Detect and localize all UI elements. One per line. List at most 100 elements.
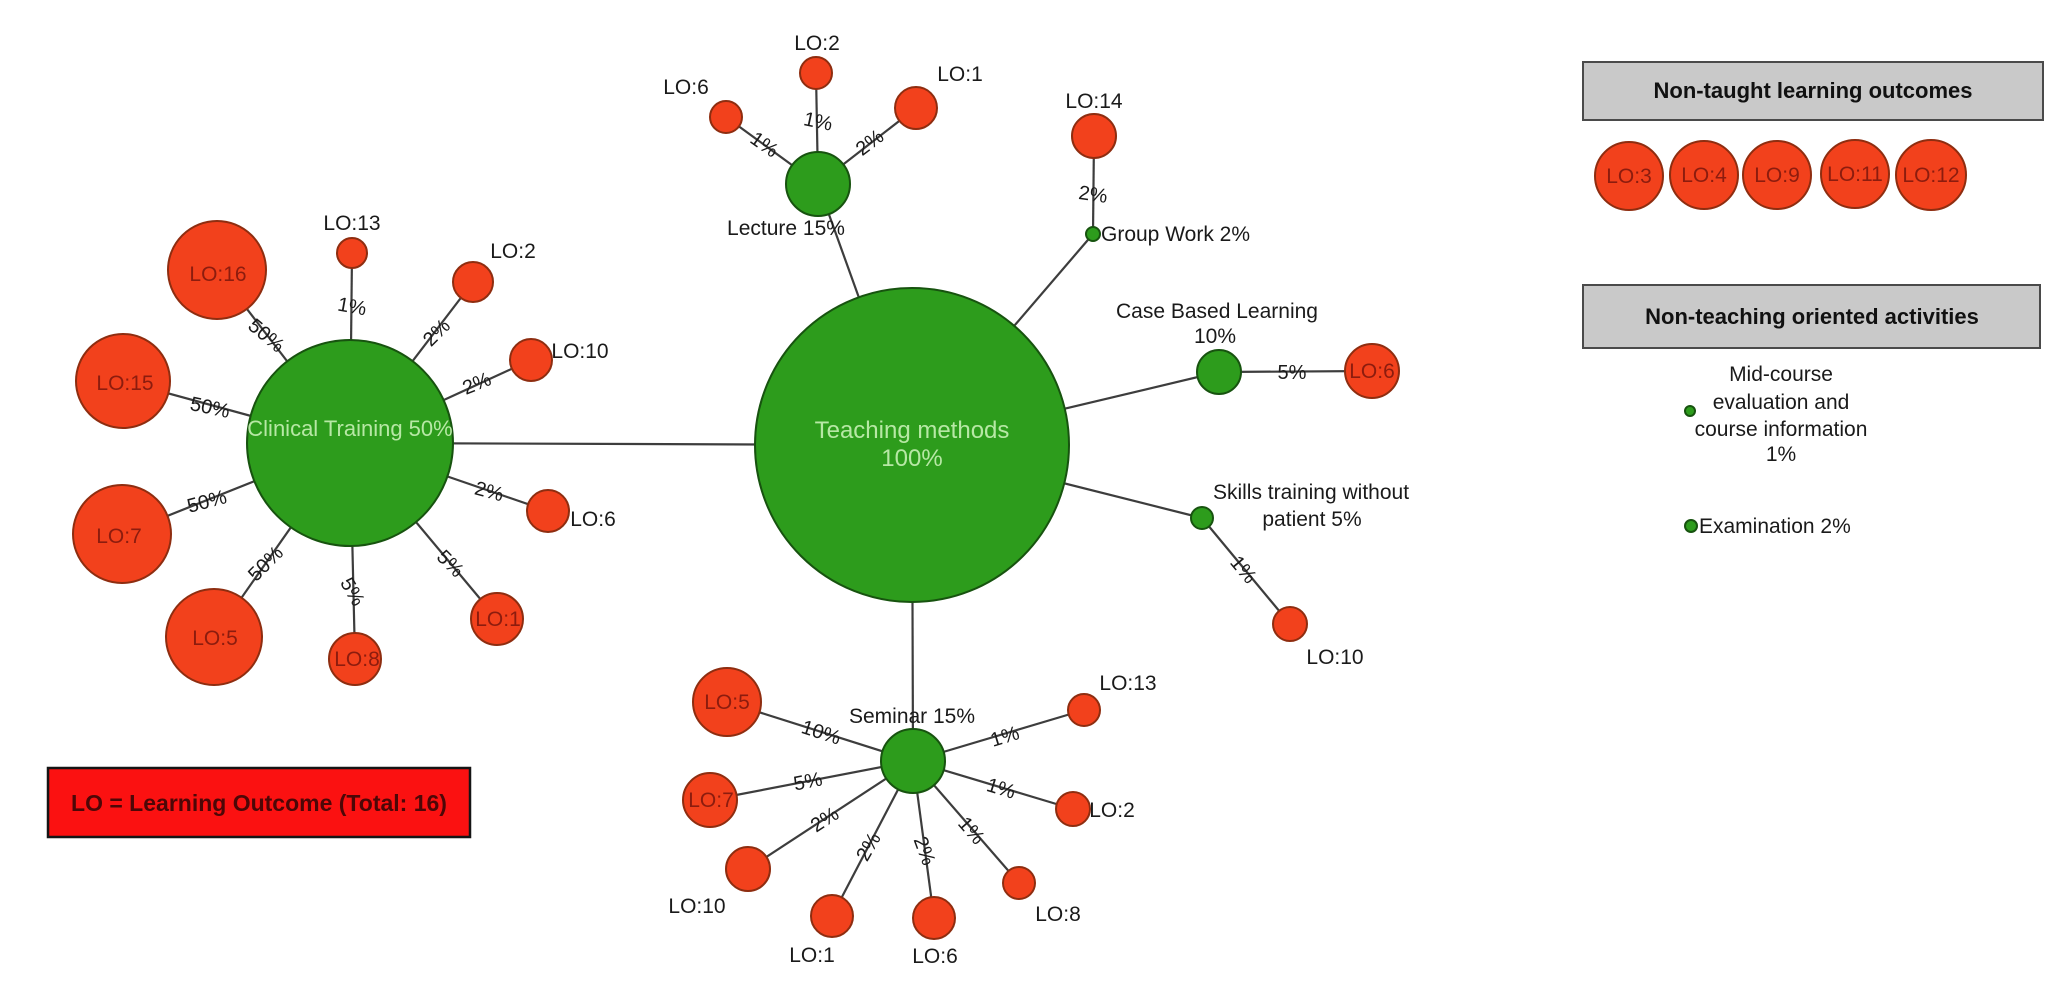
node-skills-lo10 [1272, 606, 1308, 642]
node-clinical-training [246, 339, 454, 547]
seminar-lo13-pct: 1% [988, 722, 1022, 752]
node-seminar-lo5 [692, 667, 762, 737]
edge [709, 759, 914, 802]
node-clinical-lo5 [165, 588, 263, 686]
node-clinical-lo1 [470, 592, 524, 646]
clinical-lo8-label: LO:8 [334, 648, 380, 671]
clinical-lo8-pct: 5% [335, 574, 369, 610]
seminar-lo1-label: LO:1 [789, 944, 835, 967]
seminar-lo10-label: LO:10 [668, 895, 725, 918]
legend: LO = Learning Outcome (Total: 16) [46, 766, 472, 839]
node-seminar-lo1 [810, 894, 854, 938]
clinical-lo10-pct: 2% [459, 368, 494, 399]
node-examination-dot [1684, 519, 1698, 533]
node-nontaught-lo11 [1820, 139, 1890, 209]
non-taught-panel: Non-taught learning outcomes LO:3 LO:4 L… [1582, 61, 2044, 211]
clinical-lo2-label: LO:2 [490, 240, 536, 263]
node-clinical-lo10 [509, 338, 553, 382]
midcourse-line4: 1% [1766, 443, 1796, 466]
groupwork-lo14-pct: 2% [1077, 182, 1109, 208]
clinical-lo13-pct: 1% [336, 294, 369, 321]
nontaught-lo9-label: LO:9 [1754, 164, 1800, 187]
nontaught-lo3-label: LO:3 [1606, 165, 1652, 188]
node-seminar-lo10 [725, 846, 771, 892]
lecture-lo2-pct: 1% [802, 108, 835, 136]
node-clinical-lo2 [452, 261, 494, 303]
clinical-lo5-label: LO:5 [192, 627, 238, 650]
examination-label: Examination 2% [1699, 515, 1851, 538]
node-clinical-lo7 [72, 484, 172, 584]
node-lecture [785, 151, 851, 217]
node-lecture-lo1 [894, 86, 938, 130]
seminar-lo5-label: LO:5 [704, 691, 750, 714]
clinical-lo16-label: LO:16 [189, 263, 246, 286]
node-nontaught-lo4 [1669, 140, 1739, 210]
node-nontaught-lo9 [1742, 140, 1812, 210]
node-skills-training [1190, 506, 1214, 530]
clinical-lo13-label: LO:13 [323, 212, 380, 235]
node-seminar-lo6 [912, 896, 956, 940]
node-groupwork-lo14 [1071, 113, 1117, 159]
legend-box [46, 766, 472, 839]
skills-label-line1: Skills training without [1213, 481, 1409, 504]
node-seminar-lo8 [1002, 866, 1036, 900]
casebased-label-line2: 10% [1194, 325, 1236, 348]
seminar-lo2-pct: 1% [984, 774, 1018, 804]
node-seminar-lo7 [682, 772, 738, 828]
node-group-work [1085, 226, 1101, 242]
casebased-lo6-label: LO:6 [1349, 360, 1395, 383]
clinical-lo15-pct: 50% [188, 393, 232, 423]
non-teaching-panel: Non-teaching oriented activities Mid-cou… [1582, 284, 2041, 538]
seminar-lo2-label: LO:2 [1089, 799, 1135, 822]
skills-label-line2: patient 5% [1262, 508, 1361, 531]
node-case-based-learning [1196, 349, 1242, 395]
seminar-lo7-label: LO:7 [688, 789, 734, 812]
clinical-lo5-pct: 50% [244, 542, 288, 586]
node-clinical-lo6 [526, 489, 570, 533]
groupwork-lo14-label: LO:14 [1065, 90, 1123, 113]
clinical-lo7-pct: 50% [185, 486, 230, 518]
seminar-label: Seminar 15% [849, 705, 975, 728]
node-clinical-lo13 [336, 237, 368, 269]
node-casebased-lo6 [1344, 343, 1400, 399]
node-midcourse-dot [1684, 405, 1696, 417]
seminar-lo6-label: LO:6 [912, 945, 958, 968]
groupwork-label: Group Work 2% [1101, 223, 1250, 246]
nontaught-lo11-label: LO:11 [1827, 163, 1883, 186]
non-teaching-title: Non-teaching oriented activities [1645, 304, 1979, 329]
clinical-label: Clinical Training 50% [247, 416, 452, 441]
node-lecture-lo2 [799, 56, 833, 90]
clinical-lo6-label: LO:6 [570, 508, 616, 531]
lecture-lo1-pct: 2% [852, 125, 888, 160]
seminar-lo5-pct: 10% [799, 716, 844, 749]
nontaught-lo12-label: LO:12 [1902, 164, 1959, 187]
clinical-lo16-pct: 50% [244, 315, 289, 358]
midcourse-line2: evaluation and [1713, 391, 1850, 414]
skills-cluster: Skills training without patient 5% LO:10… [1190, 481, 1409, 669]
midcourse-line3: course information [1695, 418, 1868, 441]
node-clinical-lo8 [328, 632, 382, 686]
lecture-lo6-label: LO:6 [663, 76, 709, 99]
seminar-lo13-label: LO:13 [1099, 672, 1156, 695]
casebased-lo6-pct: 5% [1278, 362, 1307, 384]
node-teaching-methods [754, 287, 1070, 603]
lecture-label: Lecture 15% [727, 217, 845, 240]
clinical-lo10-label: LO:10 [551, 340, 608, 363]
seminar-lo1-pct: 2% [852, 829, 886, 865]
lecture-cluster: Lecture 15% LO:6 1% LO:2 1% LO:1 2% [663, 32, 983, 240]
groupwork-cluster: Group Work 2% LO:14 2% [1065, 90, 1250, 246]
skills-lo10-label: LO:10 [1306, 646, 1363, 669]
center-label-line2: 100% [881, 445, 942, 472]
node-nontaught-lo12 [1895, 139, 1967, 211]
seminar-cluster: Seminar 15% LO:5 10% LO:7 5% LO:10 2% LO… [668, 667, 1157, 968]
legend-text: LO = Learning Outcome (Total: 16) [71, 790, 447, 816]
seminar-lo8-label: LO:8 [1035, 903, 1081, 926]
non-taught-header-box [1582, 61, 2044, 121]
node-lecture-lo6 [709, 100, 743, 134]
node-seminar-lo2 [1055, 791, 1091, 827]
seminar-lo7-pct: 5% [792, 768, 825, 795]
node-clinical-lo16 [167, 220, 267, 320]
clinical-lo6-pct: 2% [472, 478, 506, 507]
clinical-lo7-label: LO:7 [96, 525, 142, 548]
